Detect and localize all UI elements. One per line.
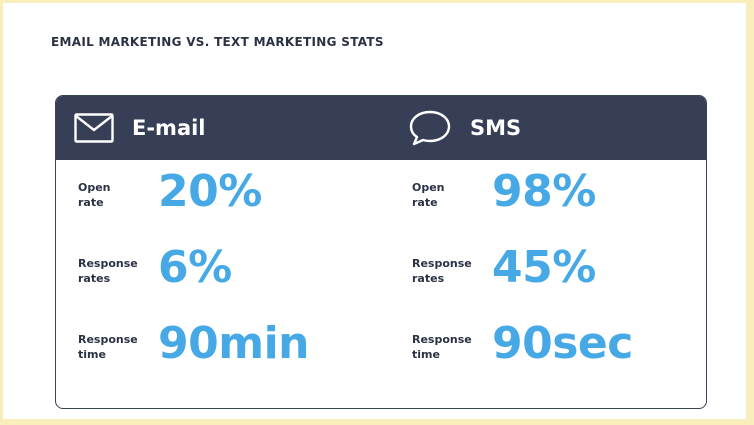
- email-title: E-mail: [132, 116, 206, 140]
- stat-label: Response time: [412, 332, 482, 362]
- label-line: Open: [412, 181, 445, 194]
- stat-label: Open rate: [78, 180, 148, 210]
- card-header: E-mail SMS: [56, 96, 706, 160]
- label-line: rate: [412, 196, 438, 209]
- stat-label: Response rates: [78, 256, 148, 286]
- infographic-frame: EMAIL MARKETING VS. TEXT MARKETING STATS…: [3, 3, 746, 419]
- page-title: EMAIL MARKETING VS. TEXT MARKETING STATS: [51, 35, 384, 49]
- sms-header: SMS: [408, 96, 521, 160]
- label-line: Response: [412, 257, 472, 270]
- label-line: rates: [412, 272, 445, 285]
- label-line: time: [78, 348, 106, 361]
- label-line: time: [412, 348, 440, 361]
- speech-bubble-icon: [408, 109, 452, 147]
- label-line: Open: [78, 181, 111, 194]
- stat-label: Open rate: [412, 180, 482, 210]
- stat-value: 45%: [492, 242, 596, 293]
- stat-value: 90min: [158, 318, 309, 369]
- label-line: Response: [78, 333, 138, 346]
- email-header: E-mail: [74, 96, 206, 160]
- label-line: rates: [78, 272, 111, 285]
- label-line: rate: [78, 196, 104, 209]
- envelope-icon: [74, 113, 114, 143]
- stat-value: 6%: [158, 242, 232, 293]
- stat-value: 98%: [492, 166, 596, 217]
- label-line: Response: [412, 333, 472, 346]
- stat-label: Response time: [78, 332, 148, 362]
- comparison-card: E-mail SMS Open rate 20%: [55, 95, 707, 409]
- stat-value: 90sec: [492, 318, 633, 369]
- stat-value: 20%: [158, 166, 262, 217]
- label-line: Response: [78, 257, 138, 270]
- stat-label: Response rates: [412, 256, 482, 286]
- sms-title: SMS: [470, 116, 522, 140]
